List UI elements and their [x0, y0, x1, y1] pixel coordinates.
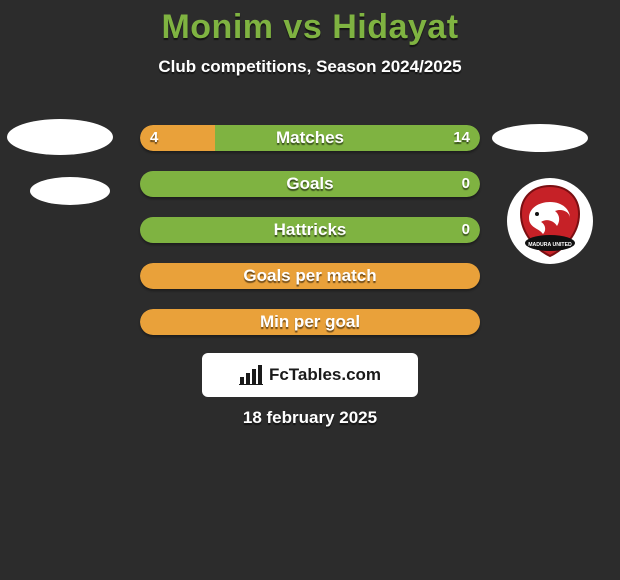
player-right-badge-1: [492, 124, 588, 152]
club-crest-icon: MADURA UNITED: [507, 178, 593, 264]
bar-right-value: 0: [452, 217, 480, 243]
bar-label: Goals: [140, 171, 480, 197]
player-left-badge-2: [30, 177, 110, 205]
bar-label: Goals per match: [140, 263, 480, 289]
bar-right-value: 14: [443, 125, 480, 151]
bar-row: 4 Matches 14: [140, 125, 480, 151]
ellipse-icon: [492, 124, 588, 152]
club-banner-text: MADURA UNITED: [528, 242, 572, 248]
bar-row: Hattricks 0: [140, 217, 480, 243]
bar-row: Goals per match: [140, 263, 480, 289]
bar-right-value: [460, 263, 480, 289]
player-left-badge-1: [7, 119, 113, 155]
date-text: 18 february 2025: [0, 408, 620, 428]
attribution-box: FcTables.com: [202, 353, 418, 397]
bar-right-value: [460, 309, 480, 335]
ellipse-icon: [7, 119, 113, 155]
bar-label: Hattricks: [140, 217, 480, 243]
comparison-infographic: Monim vs Hidayat Club competitions, Seas…: [0, 0, 620, 580]
bar-label: Min per goal: [140, 309, 480, 335]
ellipse-icon: [30, 177, 110, 205]
comparison-bars: 4 Matches 14 Goals 0 Hattricks 0 Goals p…: [140, 125, 480, 355]
bar-row: Goals 0: [140, 171, 480, 197]
bar-label: Matches: [140, 125, 480, 151]
club-logo-right: MADURA UNITED: [507, 178, 593, 264]
page-subtitle: Club competitions, Season 2024/2025: [0, 57, 620, 77]
attribution-text: FcTables.com: [269, 365, 381, 385]
bar-row: Min per goal: [140, 309, 480, 335]
bar-right-value: 0: [452, 171, 480, 197]
bar-chart-icon: [239, 365, 263, 385]
page-title: Monim vs Hidayat: [0, 0, 620, 47]
